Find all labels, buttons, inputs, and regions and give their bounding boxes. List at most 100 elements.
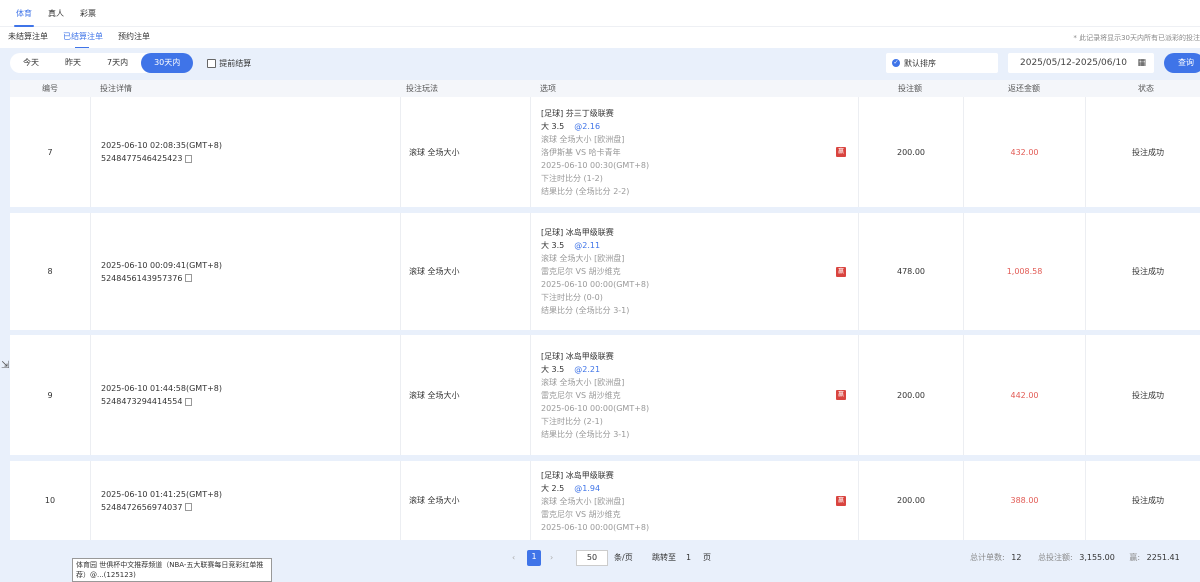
tab-unsettled[interactable]: 未结算注单 (8, 32, 48, 41)
kickoff-time: 2025-06-10 00:00(GMT+8) (541, 403, 650, 413)
bet-id: 5248456143957376 (101, 273, 183, 283)
bet-status: 投注成功 (1085, 97, 1200, 207)
bet-details: 2025-06-10 01:44:58(GMT+8) 5248473294414… (90, 335, 400, 455)
tab-settled[interactable]: 已结算注单 (63, 27, 103, 49)
match: 洛伊斯基 VS 哈卡青年 (541, 147, 621, 157)
check-circle-icon: ✓ (892, 59, 900, 67)
per-page-label: 条/页 (614, 553, 633, 562)
tab-reserved[interactable]: 预约注单 (118, 32, 150, 41)
win-badge-icon: 赢 (836, 147, 846, 157)
bet-time: 2025-06-10 01:41:25(GMT+8) (101, 489, 222, 499)
page-size-input[interactable]: 50 (576, 550, 608, 566)
sub-tabs: 未结算注单 已结算注单 预约注单 * 此记录将显示30天内所有已派彩的投注 (0, 27, 1200, 49)
result-score: 结果比分 (全场比分 3-1) (541, 306, 630, 315)
bet-amount: 200.00 (858, 335, 963, 455)
table-row: 8 2025-06-10 00:09:41(GMT+8) 52484561439… (10, 213, 1200, 330)
copy-icon[interactable] (185, 503, 193, 511)
bet-time: 2025-06-10 00:09:41(GMT+8) (101, 260, 222, 270)
match: 雷克尼尔 VS 胡沙维克 (541, 267, 621, 276)
sort-select[interactable]: ✓ 默认排序 (886, 53, 998, 73)
bet-id: 5248477546425423 (101, 154, 183, 163)
records-note: * 此记录将显示30天内所有已派彩的投注 (1073, 34, 1200, 42)
pick: 大 3.5 (541, 121, 565, 131)
calendar-icon[interactable]: ▦ (1137, 58, 1146, 68)
range-30days[interactable]: 30天内 (141, 53, 194, 73)
bet-amount: 200.00 (858, 97, 963, 207)
result-score: 结果比分 (全场比分 2-2) (541, 186, 630, 196)
tab-sports[interactable]: 体育 (14, 0, 34, 27)
bet-score: 下注时比分 (0-0) (541, 293, 603, 302)
range-today[interactable]: 今天 (23, 58, 39, 67)
col-status: 状态 (1138, 84, 1154, 93)
pick: 大 3.5 (541, 364, 565, 374)
row-number: 10 (44, 496, 56, 505)
copy-icon[interactable] (185, 154, 193, 163)
col-play: 投注玩法 (406, 84, 438, 93)
bet-time: 2025-06-10 02:08:35(GMT+8) (101, 141, 222, 150)
league: [足球] 冰岛甲级联赛 (541, 471, 614, 480)
bet-id: 5248473294414554 (101, 397, 183, 406)
kickoff-time: 2025-06-10 00:00(GMT+8) (541, 280, 650, 289)
early-settle-checkbox[interactable]: 提前结算 (207, 58, 251, 69)
early-settle-label: 提前结算 (219, 58, 252, 68)
bet-status: 投注成功 (1085, 335, 1200, 455)
bet-id-line: 5248456143957376 (101, 272, 193, 285)
bet-score: 下注时比分 (1-2) (541, 173, 603, 183)
market: 滚球 全场大小 [欧洲盘] (541, 254, 625, 263)
bet-play: 滚球 全场大小 (400, 97, 530, 207)
jump-page-input[interactable]: 1 (686, 553, 692, 562)
bet-time: 2025-06-10 01:44:58(GMT+8) (101, 384, 222, 393)
col-no: 编号 (42, 84, 58, 93)
range-7days[interactable]: 7天内 (107, 58, 129, 67)
bet-play: 滚球 全场大小 (400, 461, 530, 540)
win-badge-icon: 赢 (836, 390, 846, 400)
bet-details: 2025-06-10 00:09:41(GMT+8) 5248456143957… (90, 213, 400, 330)
sort-label: 默认排序 (904, 58, 936, 68)
summary: 总计单数: 12 总投注额: 3,155.00 赢: 2251.41 (970, 551, 1180, 565)
win-label: 赢: (1129, 553, 1141, 562)
checkbox-icon[interactable] (207, 58, 217, 68)
bet-option: [足球] 冰岛甲级联赛 大 3.5 @2.21 滚球 全场大小 [欧洲盘] 雷克尼… (530, 335, 858, 455)
page-unit-label: 页 (703, 553, 711, 562)
jump-label: 跳转至 (652, 553, 676, 562)
page-1-button[interactable]: 1 (527, 550, 541, 566)
date-range-input[interactable]: 2025/05/12-2025/06/10 ▦ (1008, 53, 1154, 73)
tab-live-casino[interactable]: 真人 (48, 8, 64, 18)
kickoff-time: 2025-06-10 00:30(GMT+8) (541, 160, 650, 170)
query-button[interactable]: 查询 (1164, 53, 1200, 73)
league: [足球] 芬三丁级联赛 (541, 108, 614, 118)
odds: @2.11 (574, 241, 601, 250)
col-return: 返还金额 (1008, 84, 1040, 93)
bet-status: 投注成功 (1085, 461, 1200, 540)
next-page-button[interactable]: › (550, 553, 554, 562)
main-panel: 今天 昨天 7天内 30天内 提前结算 ✓ 默认排序 2025/05/12-202… (0, 48, 1200, 582)
bet-details: 2025-06-10 02:08:35(GMT+8) 5248477546425… (90, 97, 400, 207)
pick-line: 大 3.5 @2.16 (541, 120, 600, 133)
match: 雷克尼尔 VS 胡沙维克 (541, 390, 621, 400)
return-amount: 1,008.58 (963, 213, 1085, 330)
league: [足球] 冰岛甲级联赛 (541, 228, 614, 237)
bet-id-line: 5248472656974037 (101, 501, 193, 514)
return-amount: 432.00 (963, 97, 1085, 207)
table-row: 7 2025-06-10 02:08:35(GMT+8) 52484775464… (10, 97, 1200, 207)
table-header: 编号 投注详情 投注玩法 选项 投注额 返还金额 状态 (10, 80, 1200, 97)
win-badge-icon: 赢 (836, 495, 846, 506)
odds: @2.21 (574, 364, 601, 374)
prev-page-button[interactable]: ‹ (512, 553, 516, 562)
tab-lottery[interactable]: 彩票 (80, 8, 96, 18)
bet-option: [足球] 冰岛甲级联赛 大 2.5 @1.94 滚球 全场大小 [欧洲盘] 雷克尼… (530, 461, 858, 540)
range-yesterday[interactable]: 昨天 (65, 58, 81, 67)
market: 滚球 全场大小 [欧洲盘] (541, 377, 625, 387)
copy-icon[interactable] (185, 274, 193, 282)
bet-option: [足球] 芬三丁级联赛 大 3.5 @2.16 滚球 全场大小 [欧洲盘] 洛伊斯… (530, 97, 858, 207)
col-option: 选项 (540, 84, 556, 93)
row-number: 8 (47, 267, 53, 276)
win-value: 2251.41 (1146, 553, 1180, 562)
bet-amount: 478.00 (858, 213, 963, 330)
match: 雷克尼尔 VS 胡沙维克 (541, 510, 621, 519)
bet-id-line: 5248473294414554 (101, 395, 193, 408)
top-tabs: 体育 真人 彩票 (0, 0, 1200, 27)
row-number: 9 (47, 390, 53, 400)
return-amount: 388.00 (963, 461, 1085, 540)
copy-icon[interactable] (185, 397, 193, 406)
